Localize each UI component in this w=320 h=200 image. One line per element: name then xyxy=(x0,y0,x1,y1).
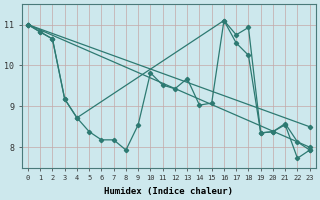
X-axis label: Humidex (Indice chaleur): Humidex (Indice chaleur) xyxy=(104,187,233,196)
